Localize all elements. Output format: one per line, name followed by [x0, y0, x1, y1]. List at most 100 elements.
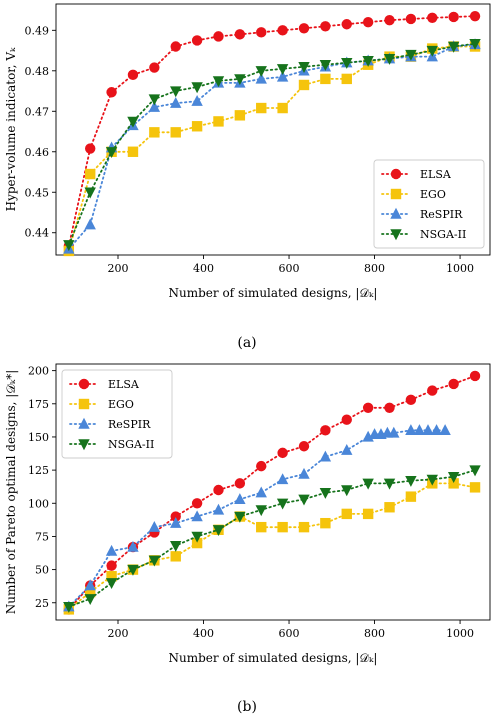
data-point	[384, 403, 394, 413]
data-point	[298, 468, 309, 479]
data-point	[85, 218, 96, 229]
data-point	[192, 35, 202, 45]
data-point	[384, 15, 394, 25]
data-point	[128, 70, 138, 80]
x-tick-label: 600	[279, 262, 300, 275]
y-tick-label: 75	[35, 530, 49, 543]
data-point	[213, 485, 223, 495]
data-point	[470, 371, 480, 381]
data-point	[320, 425, 330, 435]
x-axis-label: Number of simulated designs, |𝒟ₖ|	[169, 286, 378, 300]
data-point	[192, 498, 202, 508]
data-point	[298, 495, 309, 506]
data-point	[342, 19, 352, 29]
x-tick-label: 800	[364, 262, 385, 275]
data-point	[171, 127, 181, 137]
data-point	[277, 522, 287, 532]
y-tick-label: 0.45	[25, 186, 50, 199]
data-point	[170, 541, 181, 552]
x-tick-label: 600	[279, 627, 300, 640]
data-point	[256, 103, 266, 113]
data-point	[149, 127, 159, 137]
data-point	[427, 385, 437, 395]
data-point	[149, 62, 159, 72]
data-point	[85, 143, 95, 153]
y-axis-label: Hyper-volume indicator, Vₖ	[4, 47, 18, 211]
legend-marker	[79, 379, 89, 389]
data-point	[341, 444, 352, 455]
y-tick-label: 0.48	[25, 65, 50, 78]
y-tick-label: 175	[28, 398, 49, 411]
data-point	[406, 491, 416, 501]
data-point	[235, 110, 245, 120]
data-point	[299, 441, 309, 451]
chart-panel-a: 200 400 600 800 10000.440.450.460.470.480.49…	[4, 4, 490, 351]
data-point	[277, 103, 287, 113]
legend-label: EGO	[108, 398, 134, 411]
data-point	[213, 31, 223, 41]
data-point	[213, 116, 223, 126]
data-point	[299, 80, 309, 90]
legend-label: NSGA-II	[108, 438, 154, 451]
x-tick-label: 400	[193, 262, 214, 275]
data-point	[406, 395, 416, 405]
legend-label: ELSA	[108, 378, 140, 391]
data-point	[427, 13, 437, 23]
legend-label: NSGA-II	[420, 228, 466, 241]
data-point	[470, 482, 480, 492]
data-point	[106, 87, 116, 97]
data-point	[256, 27, 266, 37]
data-point	[320, 21, 330, 31]
data-point	[320, 518, 330, 528]
panel-caption: (a)	[237, 335, 256, 351]
y-tick-label: 200	[28, 365, 49, 378]
data-point	[406, 14, 416, 24]
chart-panel-b: 200 400 600 800 1000 25 50 75 100 125 150 175 200 Num…	[4, 364, 490, 715]
data-point	[149, 521, 160, 532]
y-tick-label: 0.46	[25, 146, 50, 159]
y-tick-label: 100	[28, 497, 49, 510]
data-point	[106, 578, 117, 589]
x-tick-label: 400	[193, 627, 214, 640]
y-tick-label: 25	[35, 597, 49, 610]
x-tick-label: 800	[364, 627, 385, 640]
data-point	[171, 41, 181, 51]
x-tick-label: 1000	[446, 627, 474, 640]
data-point	[235, 478, 245, 488]
data-point	[320, 488, 331, 499]
series-ego	[64, 478, 481, 614]
y-tick-label: 0.49	[25, 24, 50, 37]
y-tick-label: 50	[35, 564, 49, 577]
data-point	[106, 560, 116, 570]
data-point	[363, 17, 373, 27]
data-point	[363, 403, 373, 413]
data-point	[342, 415, 352, 425]
series-line	[69, 470, 475, 607]
data-point	[384, 502, 394, 512]
data-point	[85, 188, 96, 199]
y-tick-label: 0.47	[25, 105, 50, 118]
series-nsga-ii	[63, 465, 481, 613]
data-point	[171, 551, 181, 561]
legend: ELSA EGO ReSPIR NSGA-II	[62, 370, 172, 458]
data-point	[448, 379, 458, 389]
legend-label: EGO	[420, 188, 446, 201]
legend-label: ReSPIR	[420, 208, 463, 221]
panel-caption: (b)	[237, 699, 257, 715]
data-point	[213, 504, 224, 515]
legend: ELSA EGO ReSPIR NSGA-II	[374, 160, 484, 248]
data-point	[320, 451, 331, 462]
x-tick-label: 200	[108, 627, 129, 640]
data-point	[277, 64, 288, 75]
legend-label: ReSPIR	[108, 418, 151, 431]
data-point	[128, 147, 138, 157]
data-point	[192, 121, 202, 131]
data-point	[342, 74, 352, 84]
x-tick-label: 200	[108, 262, 129, 275]
y-axis-label: Number of Pareto optimal designs, |𝒟ₖ*|	[4, 370, 18, 615]
data-point	[320, 74, 330, 84]
legend-marker	[79, 399, 89, 409]
y-tick-label: 150	[28, 431, 49, 444]
data-point	[191, 95, 202, 106]
